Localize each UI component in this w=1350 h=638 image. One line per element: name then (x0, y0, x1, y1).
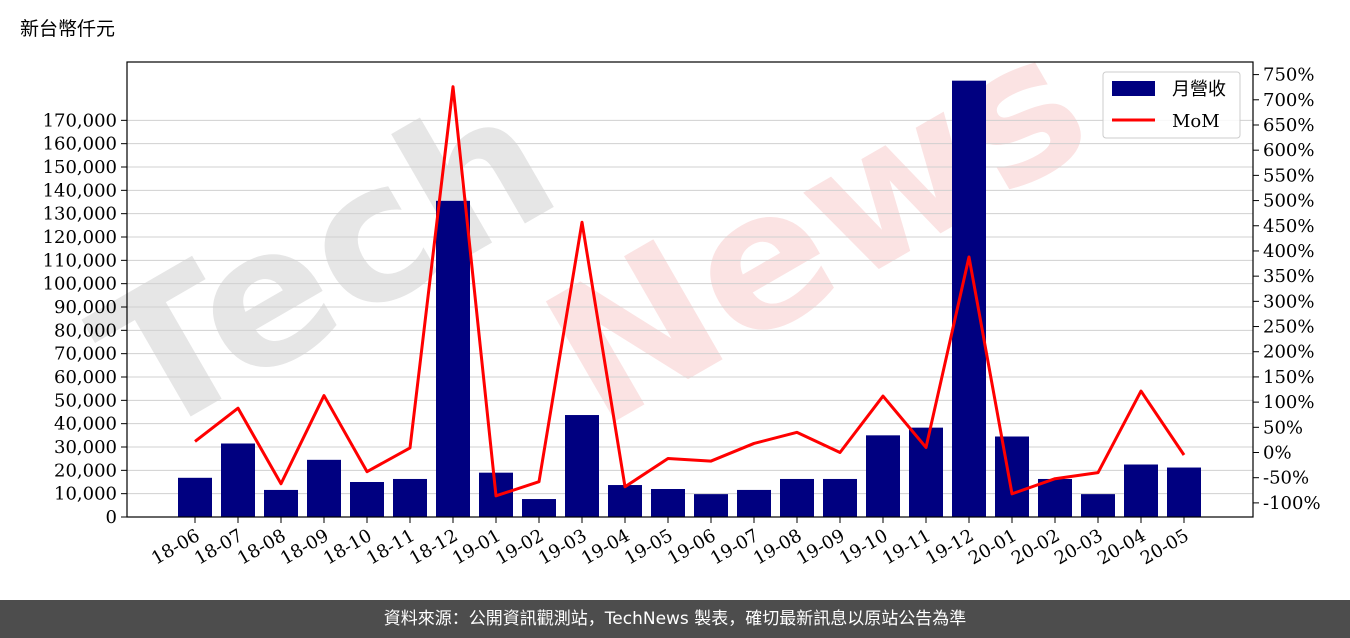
x-tick-label: 18-10 (320, 525, 375, 569)
left-tick-label: 60,000 (54, 367, 117, 388)
x-tick-label: 20-01 (965, 525, 1020, 569)
x-tick-label: 19-05 (621, 525, 676, 569)
x-tick-label: 18-09 (277, 525, 332, 569)
left-tick-label: 120,000 (43, 227, 117, 248)
revenue-bar (608, 485, 642, 517)
x-tick-label: 18-12 (406, 525, 461, 569)
right-tick-label: 250% (1263, 317, 1314, 338)
revenue-bar (823, 478, 857, 517)
left-tick-label: 70,000 (54, 344, 117, 365)
x-tick-label: 18-08 (234, 525, 289, 569)
x-tick-label: 19-04 (578, 525, 633, 569)
revenue-bar (651, 489, 685, 517)
legend-label-revenue: 月營收 (1172, 79, 1226, 100)
left-tick-label: 30,000 (54, 437, 117, 458)
left-tick-label: 50,000 (54, 390, 117, 411)
left-tick-label: 40,000 (54, 414, 117, 435)
plot-frame (126, 61, 1254, 518)
left-tick-label: 20,000 (54, 460, 117, 481)
right-tick-label: 350% (1263, 266, 1314, 287)
source-footer: 資料來源：公開資訊觀測站，TechNews 製表，確切最新訊息以原站公告為準 (0, 600, 1350, 638)
revenue-bar (264, 489, 298, 517)
x-tick-label: 20-05 (1137, 525, 1192, 569)
revenue-bar (737, 489, 771, 517)
right-tick-label: 750% (1263, 65, 1314, 86)
revenue-bar (221, 443, 255, 517)
right-tick-label: 100% (1263, 392, 1314, 413)
right-tick-label: -100% (1263, 493, 1321, 514)
left-tick-label: 150,000 (43, 157, 117, 178)
left-tick-label: 0 (106, 507, 117, 528)
left-tick-label: 140,000 (43, 180, 117, 201)
x-tick-label: 19-11 (879, 525, 934, 569)
right-axis: -100% -50% 0% 50% 100% 150% 200% 250% 300% 350% 40… (1253, 65, 1321, 514)
right-tick-label: 500% (1263, 191, 1314, 212)
line-series (194, 85, 1186, 498)
revenue-bar (995, 436, 1029, 517)
left-tick-label: 170,000 (43, 110, 117, 131)
left-tick-label: 90,000 (54, 297, 117, 318)
left-tick-label: 160,000 (43, 134, 117, 155)
right-tick-label: 600% (1263, 140, 1314, 161)
watermark-text-tech: Tech (62, 47, 589, 479)
x-tick-label: 19-01 (449, 525, 504, 569)
right-tick-label: 700% (1263, 90, 1314, 111)
revenue-bar (522, 499, 556, 517)
revenue-bar (866, 435, 900, 517)
x-tick-label: 18-07 (191, 525, 246, 569)
left-tick-label: 100,000 (43, 274, 117, 295)
right-tick-label: 400% (1263, 241, 1314, 262)
watermark-text-news: News (512, 0, 1122, 469)
left-tick-label: 10,000 (54, 484, 117, 505)
revenue-bar (436, 200, 470, 518)
x-tick-label: 19-08 (750, 525, 805, 569)
right-tick-label: 450% (1263, 216, 1314, 237)
legend: 月營收 MoM (1102, 71, 1241, 139)
legend-label-mom: MoM (1172, 111, 1220, 132)
unit-label: 新台幣仟元 (20, 18, 116, 40)
x-tick-label: 19-07 (707, 525, 762, 569)
revenue-bar (307, 459, 341, 517)
revenue-bar (1038, 478, 1072, 517)
mom-line (194, 85, 1186, 498)
left-tick-label: 130,000 (43, 204, 117, 225)
revenue-bar (350, 482, 384, 517)
x-tick-label: 19-12 (922, 525, 977, 569)
revenue-bar (694, 494, 728, 517)
revenue-bar (1167, 467, 1201, 517)
right-tick-label: 650% (1263, 115, 1314, 136)
x-tick-label: 19-09 (793, 525, 848, 569)
x-tick-label: 19-02 (492, 525, 547, 569)
x-tick-label: 19-03 (535, 525, 590, 569)
right-tick-label: 50% (1263, 417, 1303, 438)
right-tick-label: 0% (1263, 443, 1292, 464)
gridlines (127, 119, 1253, 518)
x-tick-label: 20-04 (1094, 525, 1149, 569)
x-tick-label: 19-06 (664, 525, 719, 569)
revenue-bar (1124, 464, 1158, 517)
x-tick-label: 18-11 (363, 525, 418, 569)
revenue-bar (393, 478, 427, 517)
revenue-bar (952, 80, 986, 518)
legend-swatch-revenue (1112, 81, 1155, 96)
revenue-bar (780, 478, 814, 517)
x-tick-label: 18-06 (148, 525, 203, 569)
left-tick-label: 110,000 (43, 250, 117, 271)
revenue-bar (178, 477, 212, 517)
right-tick-label: 150% (1263, 367, 1314, 388)
right-tick-label: 200% (1263, 342, 1314, 363)
bar-series (178, 80, 1201, 518)
right-tick-label: 550% (1263, 165, 1314, 186)
x-axis: 18-0618-0718-0818-0918-1018-1118-1219-01… (148, 517, 1193, 569)
x-tick-label: 20-02 (1008, 525, 1063, 569)
x-tick-label: 20-03 (1051, 525, 1106, 569)
revenue-bar (565, 415, 599, 517)
x-tick-label: 19-10 (836, 525, 891, 569)
left-tick-label: 80,000 (54, 320, 117, 341)
right-tick-label: 300% (1263, 291, 1314, 312)
revenue-bar (1081, 494, 1115, 517)
right-tick-label: -50% (1263, 468, 1309, 489)
